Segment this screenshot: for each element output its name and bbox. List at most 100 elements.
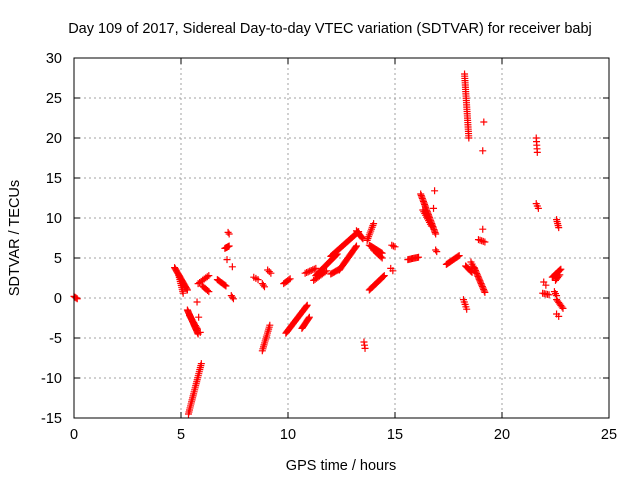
- x-axis-label: GPS time / hours: [286, 458, 396, 474]
- data-point: [534, 204, 542, 212]
- data-point: [431, 187, 439, 195]
- data-point: [557, 265, 565, 273]
- data-point: [433, 248, 441, 256]
- data-point: [389, 267, 397, 275]
- data-point: [310, 265, 318, 273]
- data-point: [225, 230, 233, 238]
- data-point: [555, 224, 563, 232]
- y-tick-label: 0: [54, 291, 62, 307]
- data-point: [266, 321, 274, 329]
- data-point: [432, 230, 440, 238]
- data-point: [267, 269, 275, 277]
- y-tick-label: 10: [46, 211, 62, 227]
- data-point: [481, 288, 489, 296]
- x-tick-label: 20: [494, 427, 510, 443]
- plot-frame: [73, 57, 610, 419]
- data-point: [559, 304, 567, 312]
- data-point: [312, 264, 320, 272]
- data-point: [480, 287, 488, 295]
- data-point: [545, 291, 553, 299]
- data-point: [301, 269, 309, 277]
- data-point: [378, 254, 386, 262]
- data-point: [555, 272, 563, 280]
- x-tick-label: 10: [280, 427, 296, 443]
- data-point: [389, 242, 397, 250]
- data-point: [463, 305, 471, 313]
- y-tick-label: -5: [49, 331, 62, 347]
- data-point: [73, 295, 81, 303]
- data-point: [221, 281, 229, 289]
- data-point: [204, 286, 212, 294]
- data-point: [196, 328, 204, 336]
- y-tick-label: -15: [41, 411, 62, 427]
- data-point: [303, 302, 311, 310]
- data-point: [454, 252, 462, 260]
- y-tick-label: 30: [46, 51, 62, 67]
- data-points: [70, 70, 567, 418]
- data-point: [377, 253, 385, 261]
- data-point: [193, 324, 201, 332]
- data-point: [415, 253, 423, 261]
- y-tick-label: 5: [54, 251, 62, 267]
- data-point: [427, 222, 435, 230]
- data-point: [380, 272, 388, 280]
- data-point: [480, 118, 488, 126]
- data-point: [370, 220, 378, 228]
- data-point: [264, 266, 272, 274]
- data-point: [479, 147, 487, 155]
- data-point: [303, 269, 311, 277]
- data-point: [432, 246, 440, 254]
- data-point: [309, 266, 317, 274]
- data-point: [556, 271, 564, 279]
- y-tick-label: 25: [46, 91, 62, 107]
- chart-title: Day 109 of 2017, Sidereal Day-to-day VTE…: [68, 21, 592, 37]
- data-point: [183, 286, 191, 294]
- y-tick-label: -10: [41, 371, 62, 387]
- data-point: [455, 252, 463, 260]
- data-point: [265, 268, 273, 276]
- data-point: [388, 241, 396, 249]
- x-tick-label: 15: [387, 427, 403, 443]
- x-tick-label: 25: [601, 427, 617, 443]
- data-point: [305, 314, 313, 322]
- data-point: [323, 267, 331, 275]
- data-point: [195, 313, 203, 321]
- y-axis-label: SDTVAR / TECUs: [7, 180, 23, 296]
- data-point: [228, 263, 236, 271]
- data-point: [361, 344, 369, 352]
- data-point: [430, 204, 438, 212]
- y-tick-label: 20: [46, 131, 62, 147]
- data-point: [193, 298, 201, 306]
- grid-lines: [74, 58, 609, 418]
- data-point: [224, 228, 232, 236]
- data-point: [306, 267, 314, 275]
- data-point: [558, 303, 566, 311]
- axis-ticks: 0 5 10 15 20 25 -15 -10 -5 0 5 10 15 20 25 30: [41, 51, 617, 443]
- data-point: [285, 276, 293, 284]
- data-point: [307, 266, 315, 274]
- data-point: [303, 301, 311, 309]
- data-point: [223, 256, 231, 264]
- data-point: [481, 238, 489, 246]
- data-point: [479, 225, 487, 233]
- data-point: [465, 134, 473, 142]
- data-point: [205, 288, 213, 296]
- data-point: [352, 243, 360, 251]
- data-point: [555, 312, 563, 320]
- data-point: [305, 313, 313, 321]
- data-point: [225, 242, 233, 250]
- data-point: [229, 295, 237, 303]
- data-point: [286, 275, 294, 283]
- data-point: [542, 281, 550, 289]
- data-point: [192, 323, 200, 331]
- data-point: [205, 272, 213, 280]
- data-point: [379, 272, 387, 280]
- data-point: [391, 243, 399, 251]
- data-point: [203, 273, 211, 281]
- data-point: [260, 283, 268, 291]
- data-point: [533, 148, 541, 156]
- x-tick-label: 5: [177, 427, 185, 443]
- data-point: [259, 281, 267, 289]
- data-point: [228, 293, 236, 301]
